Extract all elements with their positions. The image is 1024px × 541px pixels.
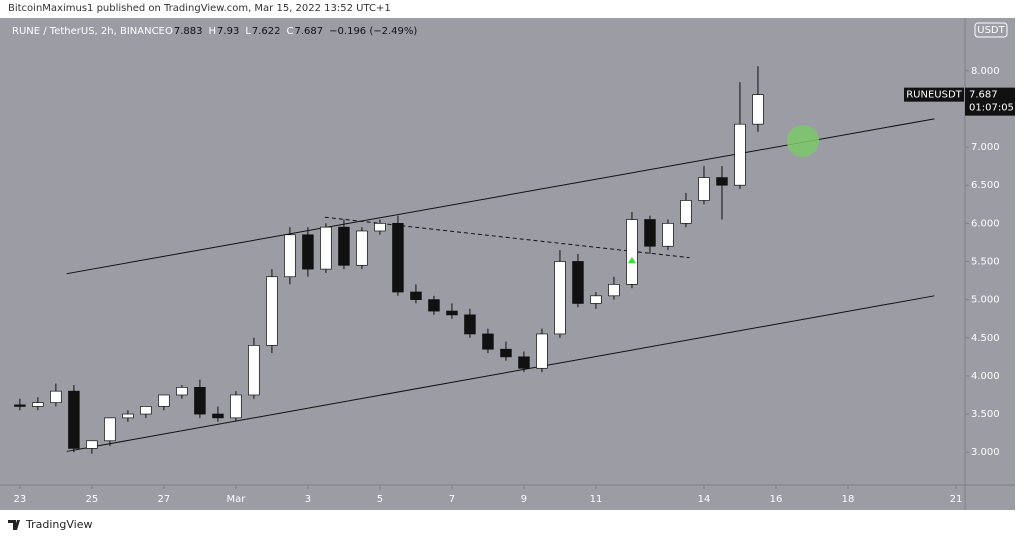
last-price-box	[965, 87, 1015, 116]
candle-body	[662, 222, 674, 247]
candle-body	[644, 219, 656, 247]
trendline	[66, 295, 935, 452]
currency: USDT	[977, 25, 1005, 36]
x-tick-label: 7	[449, 494, 455, 505]
y-tick-label: 3.000	[971, 447, 1000, 458]
candle-body	[392, 222, 404, 293]
x-tick-label: 11	[590, 494, 603, 505]
candle-body	[194, 387, 206, 415]
candle-body	[140, 406, 152, 415]
candle-body	[176, 387, 188, 396]
x-tick-label: 14	[698, 494, 711, 505]
y-tick-label: 8.000	[971, 66, 1000, 77]
candle-body	[248, 345, 260, 396]
candle-body	[374, 222, 386, 232]
candle-body	[572, 261, 584, 304]
y-tick-label: 6.500	[971, 180, 1000, 191]
candle-body	[338, 226, 350, 266]
candle-body	[482, 333, 494, 350]
publisher: BitcoinMaximus1 published on TradingView…	[8, 3, 391, 14]
x-tick-label: 5	[377, 494, 383, 505]
legend-low: 7.622	[252, 26, 281, 37]
y-tick-label: 4.000	[971, 371, 1000, 382]
candle-body	[626, 219, 638, 285]
candle-body	[428, 299, 440, 312]
candle-body	[446, 310, 458, 316]
legend-high: 7.93	[217, 26, 239, 37]
legend-change: −0.196 (−2.49%)	[329, 26, 417, 37]
candle-body	[608, 284, 620, 297]
legend-close: 7.687	[295, 26, 324, 37]
candle-body	[680, 200, 692, 224]
x-tick-label: 23	[14, 494, 27, 505]
last-price: 7.687	[969, 90, 998, 101]
y-tick-label: 5.500	[971, 256, 1000, 267]
candle-body	[284, 234, 296, 278]
breakout-arrow	[627, 256, 636, 263]
legend-h-label: H	[209, 26, 217, 37]
candle-body	[590, 295, 602, 304]
y-tick-label: 4.500	[971, 333, 1000, 344]
candle-body	[536, 333, 548, 369]
candle-body	[86, 440, 98, 449]
chart-background	[0, 18, 1015, 510]
legend-l-label: L	[245, 26, 251, 37]
currency-box	[974, 22, 1008, 38]
brand: TradingView	[25, 518, 92, 531]
candle-body	[32, 402, 44, 407]
candle-body	[158, 394, 170, 407]
candle-body	[104, 417, 116, 442]
symbol: RUNE / TetherUS, 2h, BINANCE	[12, 26, 165, 37]
candle-body	[554, 261, 566, 335]
candle-body	[356, 230, 368, 266]
target-circle	[786, 124, 819, 157]
candle-body	[500, 348, 512, 358]
candle-body	[716, 177, 728, 186]
x-tick-label: 25	[86, 494, 99, 505]
trendline	[324, 216, 690, 259]
candle-body	[212, 413, 224, 419]
y-tick-label: 7.000	[971, 142, 1000, 153]
candle-body	[752, 94, 764, 125]
ohlc-legend: O 7.883 H 7.93 L 7.622 C 7.687 −0.196 (−2.49%)	[165, 26, 417, 37]
candle-body	[122, 413, 134, 419]
x-tick-label: 9	[521, 494, 527, 505]
tv-logo	[8, 520, 20, 530]
x-tick-label: 16	[770, 494, 783, 505]
x-tick-label: 21	[950, 494, 963, 505]
last-symbol-box	[904, 87, 964, 102]
candle-body	[410, 291, 422, 300]
x-tick-label: 27	[158, 494, 171, 505]
last-symbol: RUNEUSDT	[906, 90, 962, 101]
candle-body	[230, 394, 242, 419]
legend-open: 7.883	[174, 26, 203, 37]
candle-body	[266, 276, 278, 346]
legend-c-label: C	[287, 26, 294, 37]
y-tick-label: 6.000	[971, 218, 1000, 229]
candle-body	[698, 177, 710, 201]
countdown: 01:07:05	[969, 103, 1014, 114]
candle-body	[68, 390, 80, 449]
y-tick-label: 5.000	[971, 295, 1000, 306]
candle-body	[734, 123, 746, 186]
candle-body	[14, 404, 26, 407]
y-tick-label: 3.500	[971, 409, 1000, 420]
x-tick-label: 18	[842, 494, 855, 505]
candle-body	[50, 390, 62, 403]
candle-body	[464, 314, 476, 335]
candle-body	[518, 356, 530, 369]
candle-body	[302, 234, 314, 270]
x-tick-label: 3	[305, 494, 311, 505]
x-tick-label: Mar	[226, 494, 246, 505]
candle-body	[320, 226, 332, 270]
legend-o-label: O	[165, 26, 173, 37]
